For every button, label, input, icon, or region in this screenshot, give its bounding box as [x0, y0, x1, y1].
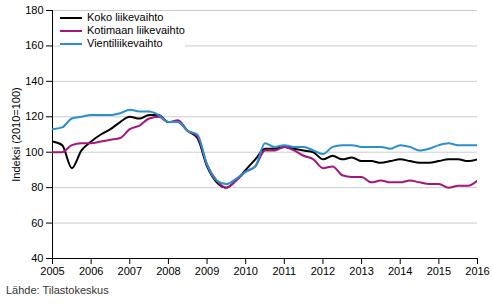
svg-text:2008: 2008 [156, 265, 180, 277]
svg-text:160: 160 [25, 39, 43, 51]
html-text:Vientiliikevaihto: Vientiliikevaihto [87, 37, 163, 49]
svg-text:120: 120 [25, 110, 43, 122]
svg-text:60: 60 [31, 217, 43, 229]
html-text:Koko liikevaihto: Koko liikevaihto [87, 11, 164, 23]
svg-text:2013: 2013 [349, 265, 373, 277]
svg-text:2011: 2011 [272, 265, 296, 277]
html-text:Lähde: Tilastokeskus: Lähde: Tilastokeskus [6, 284, 109, 296]
svg-text:2005: 2005 [40, 265, 64, 277]
svg-text:2012: 2012 [311, 265, 335, 277]
svg-text:2009: 2009 [195, 265, 219, 277]
svg-text:2016: 2016 [465, 265, 489, 277]
svg-text:40: 40 [31, 252, 43, 264]
svg-text:2014: 2014 [388, 265, 412, 277]
svg-text:100: 100 [25, 146, 43, 158]
svg-text:140: 140 [25, 75, 43, 87]
svg-text:2010: 2010 [233, 265, 257, 277]
svg-text:180: 180 [25, 4, 43, 16]
svg-text:2015: 2015 [427, 265, 451, 277]
svg-text:2006: 2006 [79, 265, 103, 277]
html-text:Kotimaan liikevaihto: Kotimaan liikevaihto [87, 24, 185, 36]
svg-text:Indeksi (2010=100): Indeksi (2010=100) [10, 87, 22, 181]
svg-text:2007: 2007 [118, 265, 142, 277]
svg-text:80: 80 [31, 181, 43, 193]
